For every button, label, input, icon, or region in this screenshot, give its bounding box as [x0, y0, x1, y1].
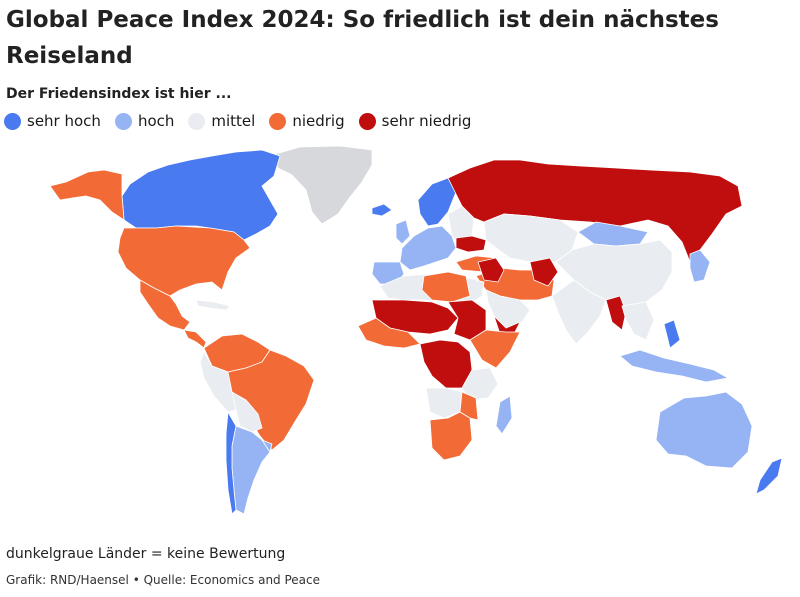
- legend-label: sehr niedrig: [381, 112, 472, 130]
- region-caribbean[interactable]: [195, 299, 231, 311]
- region-indonesia[interactable]: [619, 349, 729, 383]
- legend-swatch: [114, 112, 132, 130]
- region-iceland[interactable]: [371, 203, 393, 217]
- region-alaska[interactable]: [49, 169, 125, 221]
- region-japan[interactable]: [689, 249, 711, 283]
- region-ukraine[interactable]: [455, 235, 487, 253]
- region-mexico[interactable]: [139, 279, 191, 331]
- region-uruguay[interactable]: [261, 439, 273, 453]
- legend-item-sehr-hoch[interactable]: sehr hoch: [4, 112, 101, 130]
- region-usa[interactable]: [117, 225, 251, 297]
- region-southeast-asia[interactable]: [621, 301, 655, 341]
- region-india[interactable]: [551, 279, 607, 345]
- region-madagascar[interactable]: [495, 395, 513, 435]
- region-bolivia[interactable]: [231, 391, 263, 433]
- legend-swatch: [269, 112, 287, 130]
- region-peru[interactable]: [199, 351, 237, 413]
- region-canada[interactable]: [121, 149, 281, 241]
- legend: sehr hoch hoch mittel niedrig sehr niedr…: [4, 112, 485, 130]
- region-uk[interactable]: [395, 219, 411, 245]
- legend-item-sehr-niedrig[interactable]: sehr niedrig: [358, 112, 472, 130]
- region-philippines[interactable]: [663, 319, 681, 349]
- chart-title: Global Peace Index 2024: So friedlich is…: [6, 7, 719, 69]
- footnote: dunkelgraue Länder = keine Bewertung: [6, 546, 286, 562]
- region-new-zealand[interactable]: [755, 457, 783, 495]
- region-chile[interactable]: [225, 411, 237, 515]
- region-east-africa[interactable]: [461, 367, 499, 401]
- region-myanmar[interactable]: [605, 295, 627, 331]
- region-central-africa[interactable]: [419, 339, 473, 389]
- region-horn-of-africa[interactable]: [469, 329, 521, 369]
- region-mongolia[interactable]: [577, 221, 649, 247]
- legend-item-mittel[interactable]: mittel: [188, 112, 255, 130]
- region-greenland[interactable]: [271, 145, 373, 225]
- legend-label: hoch: [137, 112, 175, 130]
- legend-item-hoch[interactable]: hoch: [114, 112, 175, 130]
- legend-title: Der Friedensindex ist hier ...: [6, 86, 232, 102]
- region-central-america[interactable]: [183, 329, 207, 349]
- legend-swatch: [4, 112, 21, 130]
- world-choropleth-map: [49, 145, 783, 515]
- legend-label: mittel: [211, 112, 256, 130]
- region-scandinavia[interactable]: [417, 177, 457, 227]
- region-central-asia[interactable]: [483, 213, 579, 263]
- legend-label: sehr hoch: [27, 112, 101, 130]
- region-conflict-middle-east[interactable]: [477, 257, 505, 283]
- legend-swatch: [188, 112, 206, 130]
- region-afghanistan[interactable]: [529, 257, 559, 287]
- legend-item-niedrig[interactable]: niedrig: [269, 112, 345, 130]
- region-mozambique[interactable]: [459, 391, 479, 421]
- legend-label: niedrig: [292, 112, 345, 130]
- region-western-europe[interactable]: [399, 225, 457, 271]
- region-algeria-libya[interactable]: [421, 271, 471, 303]
- region-australia[interactable]: [655, 391, 753, 469]
- source-credit: Grafik: RND/Haensel • Quelle: Economics …: [6, 573, 321, 587]
- legend-swatch: [358, 112, 376, 130]
- region-southern-africa[interactable]: [429, 411, 473, 461]
